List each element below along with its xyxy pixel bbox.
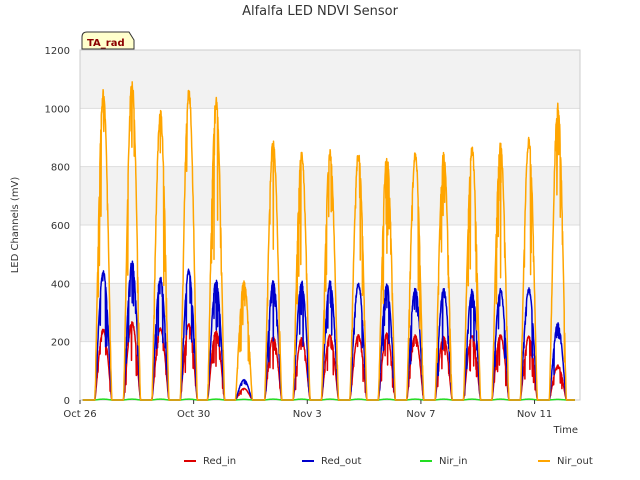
legend-label: Red_in — [203, 456, 236, 467]
y-tick-label: 600 — [51, 221, 70, 232]
x-tick-label: Nov 7 — [406, 409, 435, 420]
legend-label: Nir_in — [439, 456, 468, 467]
y-tick-label: 200 — [51, 338, 70, 349]
y-tick-label: 1200 — [45, 46, 70, 57]
series-layer — [82, 81, 576, 401]
background-band — [80, 166, 580, 225]
x-tick-label: Oct 30 — [177, 409, 210, 420]
series-line-nir-in — [82, 398, 576, 401]
y-axis-label: LED Channels (mV) — [10, 177, 21, 274]
x-tick-label: Nov 11 — [517, 409, 552, 420]
background-band — [80, 50, 580, 109]
y-tick-label: 1000 — [45, 104, 70, 115]
x-axis-ticks: Oct 26 Oct 30 Nov 3 Nov 7 Nov 11 — [63, 400, 552, 420]
y-tick-label: 400 — [51, 279, 70, 290]
legend-label: Nir_out — [557, 456, 593, 467]
x-tick-label: Nov 3 — [293, 409, 322, 420]
y-axis-ticks: 0 200 400 600 800 1000 1200 — [45, 46, 70, 407]
ta-rad-badge: TA_rad — [81, 31, 135, 50]
x-axis-label: Time — [553, 425, 578, 436]
chart-title: Alfalfa LED NDVI Sensor — [242, 4, 399, 19]
x-tick-label: Oct 26 — [63, 409, 96, 420]
legend-label: Red_out — [321, 456, 361, 467]
legend: Red_in Red_out Nir_in Nir_out — [184, 456, 593, 467]
y-tick-label: 800 — [51, 163, 70, 174]
plot-area — [79, 49, 581, 401]
series-line-nir-out — [82, 81, 576, 401]
badge-label: TA_rad — [87, 38, 125, 49]
y-tick-label: 0 — [64, 396, 70, 407]
